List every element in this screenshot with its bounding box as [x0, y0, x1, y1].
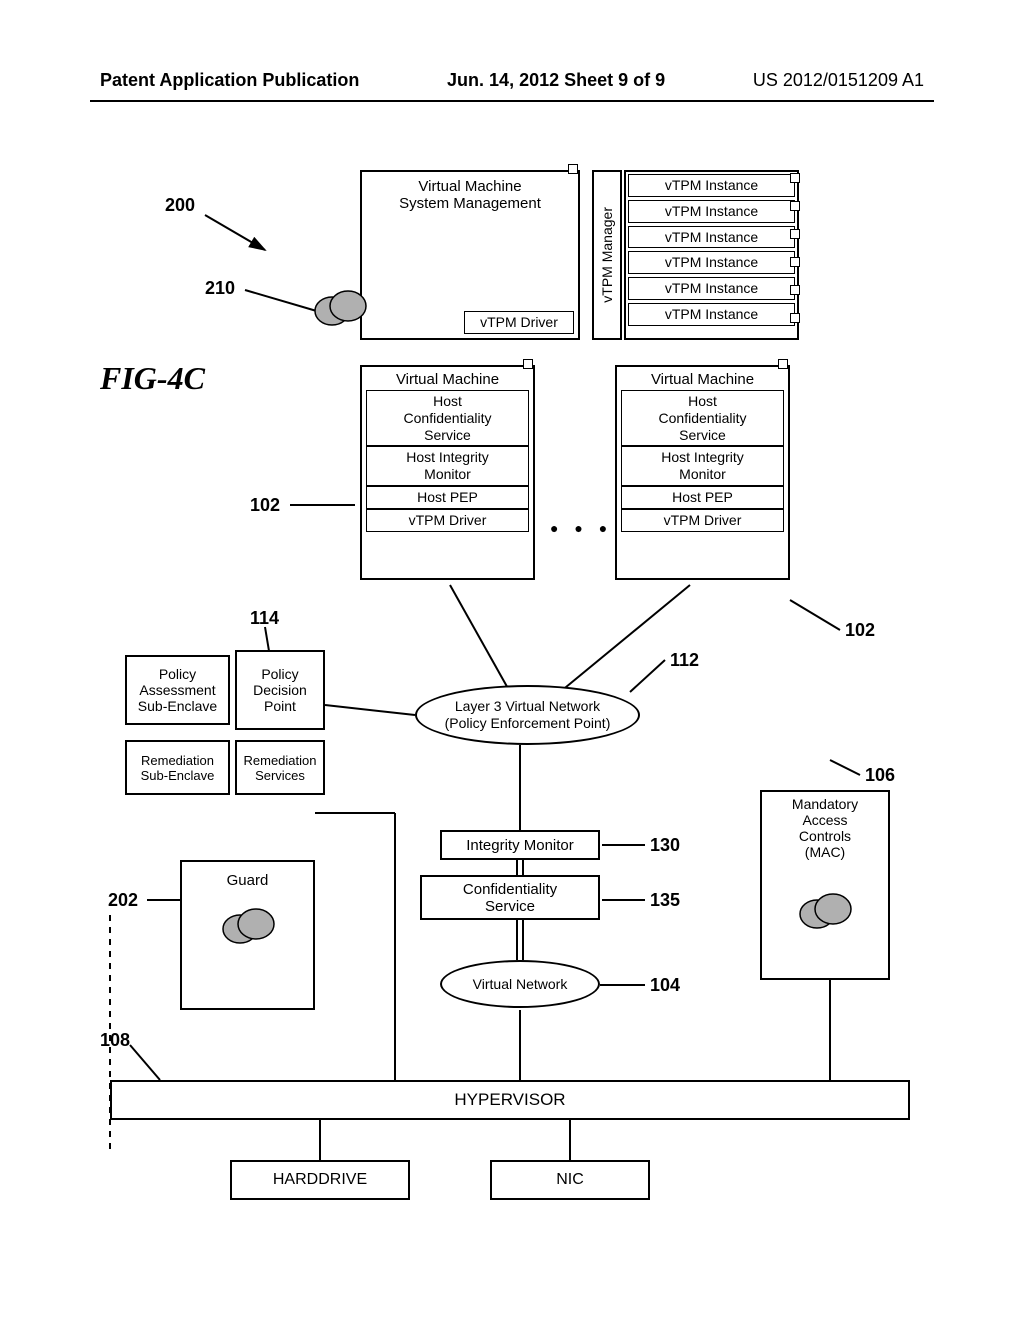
vm-sys-title: Virtual Machine System Management [399, 176, 541, 212]
ref-108: 108 [100, 1030, 130, 1051]
ref-112: 112 [670, 650, 699, 671]
ref-210: 210 [205, 278, 235, 299]
guard-box: Guard [180, 860, 315, 1010]
tick-i3 [790, 229, 800, 239]
ref-106: 106 [865, 765, 895, 786]
ref-102-right: 102 [845, 620, 875, 641]
remed-sub-box: Remediation Sub-Enclave [125, 740, 230, 795]
vtpm-instance-2: vTPM Instance [628, 200, 795, 223]
policy-assess-box: Policy Assessment Sub-Enclave [125, 655, 230, 725]
vtpm-driver-1: vTPM Driver [464, 311, 574, 334]
vm-left-him: Host Integrity Monitor [366, 446, 529, 486]
hypervisor-box: HYPERVISOR [110, 1080, 910, 1120]
vm-right-title: Virtual Machine [651, 369, 754, 390]
vm-right-box: Virtual Machine Host Confidentiality Ser… [615, 365, 790, 580]
remed-svc-box: Remediation Services [235, 740, 325, 795]
vtpm-instance-5: vTPM Instance [628, 277, 795, 300]
ellipsis-dots: ● ● ● [550, 520, 613, 536]
integrity-box: Integrity Monitor [440, 830, 600, 860]
header-center: Jun. 14, 2012 Sheet 9 of 9 [447, 70, 665, 91]
vtpm-instance-4: vTPM Instance [628, 251, 795, 274]
vm-right-pep: Host PEP [621, 486, 784, 509]
vm-sys-mgmt-box: Virtual Machine System Management vTPM D… [360, 170, 580, 340]
tick-vmsys [568, 164, 578, 174]
ref-202: 202 [108, 890, 138, 911]
vtpm-manager-box: vTPM Manager [592, 170, 622, 340]
tick-vm-left [523, 359, 533, 369]
ref-114: 114 [250, 608, 279, 629]
vm-right-driver: vTPM Driver [621, 509, 784, 532]
mac-box: Mandatory Access Controls (MAC) [760, 790, 890, 980]
header-rule [90, 100, 934, 102]
cloud-210 [310, 278, 370, 333]
vm-right-hcs: Host Confidentiality Service [621, 390, 784, 446]
vm-left-title: Virtual Machine [396, 369, 499, 390]
ref-200: 200 [165, 195, 195, 216]
vtpm-instance-6: vTPM Instance [628, 303, 795, 326]
hdd-box: HARDDRIVE [230, 1160, 410, 1200]
tick-i6 [790, 313, 800, 323]
page-header: Patent Application Publication Jun. 14, … [0, 70, 1024, 91]
ref-130: 130 [650, 835, 680, 856]
vm-left-pep: Host PEP [366, 486, 529, 509]
mac-cloud [795, 868, 855, 918]
vm-right-him: Host Integrity Monitor [621, 446, 784, 486]
conf-box: Confidentiality Service [420, 875, 600, 920]
tick-i4 [790, 257, 800, 267]
tick-i5 [790, 285, 800, 295]
guard-cloud [218, 899, 278, 949]
vtpm-instances-box: vTPM Instance vTPM Instance vTPM Instanc… [624, 170, 799, 340]
ref-102-left: 102 [250, 495, 280, 516]
vm-left-hcs: Host Confidentiality Service [366, 390, 529, 446]
vm-left-driver: vTPM Driver [366, 509, 529, 532]
figure-label: FIG-4C [100, 360, 205, 397]
guard-label: Guard [227, 866, 269, 899]
policy-decision-box: Policy Decision Point [235, 650, 325, 730]
header-right: US 2012/0151209 A1 [753, 70, 924, 91]
figure-canvas: FIG-4C 200 210 102 102 114 112 106 130 1… [90, 160, 934, 1240]
vm-left-box: Virtual Machine Host Confidentiality Ser… [360, 365, 535, 580]
mac-label: Mandatory Access Controls (MAC) [792, 796, 858, 860]
tick-vm-right [778, 359, 788, 369]
ref-104: 104 [650, 975, 680, 996]
nic-box: NIC [490, 1160, 650, 1200]
l3-ellipse: Layer 3 Virtual Network (Policy Enforcem… [415, 685, 640, 745]
tick-i1 [790, 173, 800, 183]
vtpm-manager-label: vTPM Manager [599, 207, 615, 303]
ref-135: 135 [650, 890, 680, 911]
tick-i2 [790, 201, 800, 211]
vtpm-instance-3: vTPM Instance [628, 226, 795, 249]
header-left: Patent Application Publication [100, 70, 359, 91]
vnet-ellipse: Virtual Network [440, 960, 600, 1008]
vtpm-instance-1: vTPM Instance [628, 174, 795, 197]
